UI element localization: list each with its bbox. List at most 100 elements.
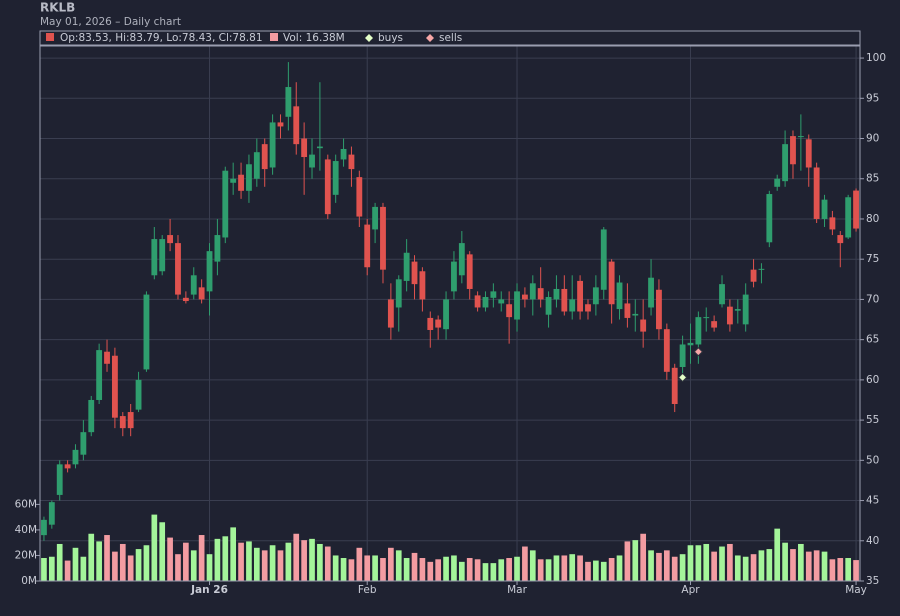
volume-bar [88,533,95,581]
candle-body [127,412,134,429]
volume-bar [411,552,418,581]
volume-bar [758,550,765,581]
volume-tick-label: 60M [15,498,37,510]
candle-body [230,178,237,183]
candle-body [309,154,315,168]
candle-body [821,199,828,219]
volume-bar [277,550,284,581]
candle-body [514,291,520,320]
y-tick-label: 95 [866,92,879,104]
candle-body [356,177,363,217]
candle-body [443,299,449,330]
volume-bar [695,545,702,581]
volume-bar [395,550,402,581]
candle-body [324,159,331,215]
y-tick-label: 55 [866,414,879,426]
y-tick-label: 75 [866,253,879,265]
volume-bar [813,550,820,581]
candle-body [332,161,339,195]
candle-body [790,136,796,165]
volume-bar [356,547,363,581]
volume-bar [671,556,678,581]
candle-body [159,239,166,272]
candle-body [151,239,158,276]
volume-bar [332,555,339,581]
candle-body [466,254,473,289]
volume-bar [553,555,560,581]
volume-bar [506,558,512,581]
candle-body [340,148,347,160]
candle-body [451,261,457,292]
volume-bar [80,556,87,581]
x-tick-label: Mar [507,584,527,596]
volume-bar [632,540,639,581]
y-tick-label: 45 [866,495,879,507]
x-tick-label: Jan 26 [190,584,228,596]
candle-body [569,299,576,312]
volume-bar [719,546,725,581]
candle-body [521,294,528,300]
candle-body [316,146,323,149]
candle-body [750,269,757,282]
volume-bar [537,559,544,581]
volume-bar [293,533,300,581]
candle-body [419,271,426,300]
candle-body [246,164,252,191]
volume-bar [782,542,788,581]
volume-bar [403,558,410,581]
candle-body [167,235,174,244]
candle-body [214,235,221,262]
volume-bar [261,550,268,581]
volume-bar [498,559,505,581]
candle-body [364,224,371,268]
y-tick-label: 60 [866,374,879,386]
candle-body [458,243,465,276]
candle-body [190,275,197,295]
volume-bar [340,558,347,581]
volume-bar [734,555,741,581]
volume-bar [490,563,497,581]
plot-frame [39,45,861,582]
candle-body [774,178,781,187]
legend-ohlc: Op:83.53, Hi:83.79, Lo:78.43, Cl:78.81 [60,32,263,44]
volume-bar [845,558,852,581]
candle-body [175,243,181,295]
volume-bar [104,535,110,581]
candle-body [435,319,442,328]
legend-buys-marker [365,34,373,42]
y-tick-label: 100 [866,52,886,64]
chart-title: RKLB [40,1,75,15]
volume-bar [742,556,749,581]
legend-buys: buys [378,32,403,44]
candle-body [411,261,418,285]
x-tick-label: May [845,584,867,596]
volume-bar [522,546,528,581]
volume-bar [679,554,686,581]
volume-bar [167,537,173,581]
volume-bar [198,535,205,581]
volume-bar [96,541,102,581]
volume-bar [230,527,237,581]
volume-bar [545,559,552,581]
volume-bar [380,558,386,581]
candle-body [726,306,733,325]
volume-bar [372,555,378,581]
candle-body [616,282,623,310]
volume-bar [159,522,166,581]
volume-bar [805,551,812,581]
volume-bar [112,551,118,581]
candle-body [395,279,402,308]
volume-bar [143,545,150,581]
y-tick-label: 70 [866,293,879,305]
legend-swatch [270,33,278,41]
volume-tick-label: 20M [15,549,37,561]
candle-body [380,206,386,270]
volume-bar [790,549,796,581]
candle-body [797,136,804,138]
volume-bar [56,543,63,581]
candle-body [80,432,87,455]
volume-bar [348,559,355,581]
candle-body [656,289,662,330]
candle-body [198,287,205,300]
candle-body [758,268,765,270]
